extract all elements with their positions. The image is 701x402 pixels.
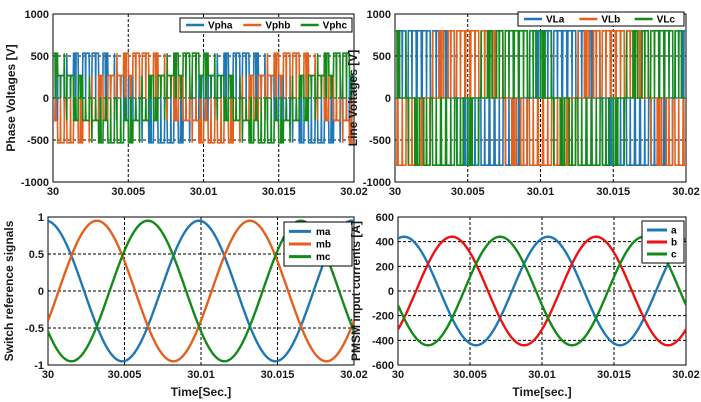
series-line-b	[398, 235, 686, 347]
y-tick-label: -1000	[363, 177, 391, 189]
x-tick-label: 30.01	[190, 186, 218, 198]
series-line-mc	[48, 219, 354, 363]
y-tick-label: 0.5	[29, 249, 44, 261]
x-tick-label: 30.02	[340, 186, 368, 198]
y-tick-label: 0	[38, 286, 44, 298]
y-tick-label: 400	[376, 237, 394, 249]
x-tick-label: 30	[42, 369, 54, 381]
pmsm-currents-panel: 30 30.005 30.01 30.015 30.02 600 400 200 0 -200 -4…	[349, 212, 700, 399]
y-tick-label: -0.5	[25, 323, 44, 335]
y-axis-label: Switch reference signals	[2, 220, 16, 361]
x-axis-label: Time[Sec.]	[171, 385, 231, 399]
x-tick-label: 30.005	[453, 369, 487, 381]
x-tick-label: 30	[389, 186, 401, 198]
x-tick-label: 30.005	[108, 369, 142, 381]
x-tick-label: 30.015	[262, 186, 296, 198]
x-tick-label: 30.015	[596, 186, 630, 198]
legend-label: VLa	[546, 15, 565, 26]
series-line-mb	[48, 219, 354, 363]
phase-voltages-panel: 30 30.005 30.01 30.015 30.02 1000 500 0 -500 -100…	[4, 9, 368, 198]
y-tick-label: 0	[388, 286, 394, 298]
y-tick-label: -400	[372, 335, 394, 347]
series-line-ma	[48, 219, 354, 363]
legend-box	[517, 11, 685, 27]
x-tick-label: 30.005	[451, 186, 485, 198]
y-tick-label: -1000	[21, 177, 49, 189]
x-tick-label: 30.01	[528, 369, 556, 381]
x-tick-label: 30.015	[261, 369, 295, 381]
x-tick-label: 30.01	[187, 369, 215, 381]
y-tick-label: -1	[34, 360, 44, 372]
legend-label: Vphb	[265, 21, 290, 32]
x-tick-label: 30	[47, 186, 59, 198]
y-tick-label: 1000	[367, 9, 391, 21]
legend-label: VLc	[657, 15, 676, 26]
y-tick-label: -600	[372, 360, 394, 372]
y-tick-label: 500	[373, 51, 391, 63]
x-tick-label: 30.01	[527, 186, 555, 198]
legend-label: mc	[316, 252, 331, 263]
y-tick-label: -500	[27, 135, 49, 147]
y-axis-label: Phase Voltages [V]	[4, 44, 18, 151]
y-tick-label: -200	[372, 311, 394, 323]
series-line-c	[398, 235, 686, 347]
y-tick-label: 1	[38, 212, 44, 224]
series-line-a	[398, 235, 686, 347]
x-tick-label: 30	[392, 369, 404, 381]
switch-reference-panel: 30 30.005 30.01 30.015 30.02 1 0.5 0 -0.5 -1 Switc…	[2, 212, 368, 399]
y-axis-label: PMSM input currents [A]	[349, 221, 363, 361]
x-tick-label: 30.02	[672, 369, 700, 381]
y-tick-label: 200	[376, 261, 394, 273]
y-tick-label: -500	[369, 135, 391, 147]
x-tick-label: 30.02	[672, 186, 700, 198]
x-tick-label: 30.005	[111, 186, 145, 198]
legend-label: VLb	[601, 15, 620, 26]
legend-label: a	[671, 226, 677, 237]
x-tick-label: 30.02	[340, 369, 368, 381]
legend-label: ma	[316, 227, 331, 238]
legend-label: c	[671, 250, 677, 261]
series-line-VLc	[395, 30, 686, 166]
y-tick-label: 1000	[25, 9, 49, 21]
legend-label: Vpha	[208, 21, 233, 32]
legend-box	[179, 17, 353, 33]
y-tick-label: 500	[31, 51, 49, 63]
legend-label: b	[671, 238, 677, 249]
y-tick-label: 0	[43, 93, 49, 105]
x-axis-label: Time[sec.]	[512, 385, 571, 399]
series-line-Vphc	[53, 52, 354, 144]
x-tick-label: 30.015	[597, 369, 631, 381]
y-axis-label: Line Voltages [V]	[346, 50, 360, 146]
legend-label: Vphc	[323, 21, 348, 32]
legend-label: mb	[316, 240, 331, 251]
y-tick-label: 600	[376, 212, 394, 224]
y-tick-label: 0	[385, 93, 391, 105]
line-voltages-panel: 30 30.005 30.01 30.015 30.02 1000 500 0 -500 -100…	[346, 9, 700, 198]
